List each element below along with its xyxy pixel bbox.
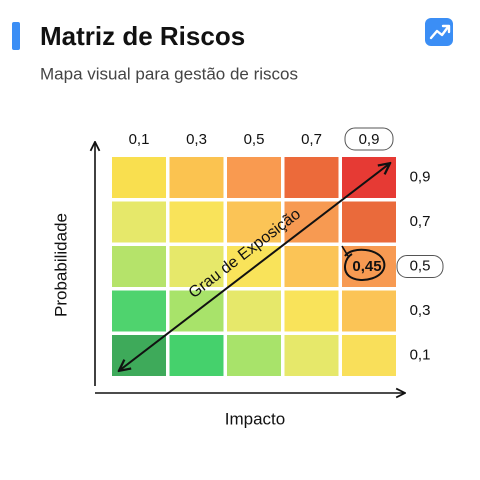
column-label: 0,5 (244, 131, 265, 148)
title: Matriz de Riscos (40, 21, 245, 51)
risk-cell (284, 335, 339, 376)
risk-cell (169, 201, 224, 243)
diagonal-arrow (120, 164, 389, 370)
row-label: 0,5 (410, 257, 431, 274)
trend-icon (425, 18, 453, 46)
risk-cell (112, 246, 166, 287)
risk-cell (342, 157, 396, 198)
x-axis-label: Impacto (225, 409, 285, 428)
row-label-outline (396, 255, 444, 278)
risk-cell (227, 335, 281, 376)
title-accent (12, 22, 20, 50)
column-label: 0,3 (186, 131, 207, 148)
subtitle: Mapa visual para gestão de riscos (40, 64, 298, 83)
row-label: 0,9 (410, 168, 431, 185)
risk-cell (112, 157, 166, 198)
highlight-value: 0,45 (352, 258, 381, 275)
risk-cell (342, 201, 396, 243)
y-axis-label: Probabilidade (51, 213, 70, 317)
column-label: 0,1 (129, 131, 150, 148)
risk-cell (284, 290, 339, 332)
risk-cell (112, 290, 166, 332)
risk-cell (342, 290, 396, 332)
risk-cell (284, 246, 339, 287)
risk-cell (227, 157, 281, 198)
risk-cell (227, 290, 281, 332)
risk-cell (342, 335, 396, 376)
highlight: 0,45 (341, 245, 386, 281)
column-label-outline (344, 127, 394, 151)
row-label: 0,7 (410, 213, 431, 230)
risk-cell (284, 157, 339, 198)
column-label: 0,7 (301, 131, 322, 148)
risk-cell (169, 335, 224, 376)
row-label: 0,1 (410, 346, 431, 363)
column-label: 0,9 (359, 131, 380, 148)
row-label: 0,3 (410, 302, 431, 319)
risk-cell (112, 201, 166, 243)
risk-cell (169, 157, 224, 198)
